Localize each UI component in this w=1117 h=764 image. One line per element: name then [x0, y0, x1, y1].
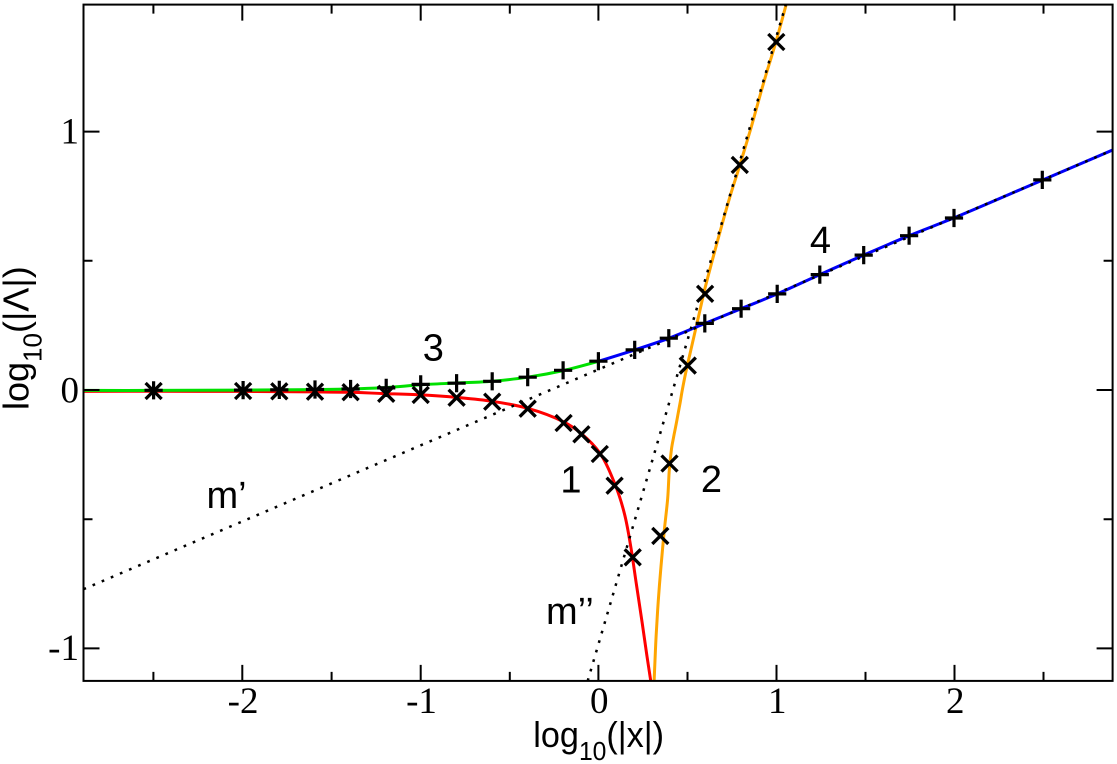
svg-text:2: 2: [946, 681, 965, 722]
svg-text:2: 2: [701, 459, 722, 501]
svg-text:m’: m’: [207, 475, 247, 517]
svg-text:m’’: m’’: [546, 591, 594, 633]
svg-text:1: 1: [560, 460, 581, 502]
svg-text:0: 0: [61, 371, 80, 412]
svg-text:-2: -2: [228, 681, 259, 722]
svg-text:0: 0: [590, 681, 609, 722]
svg-text:1: 1: [61, 112, 80, 153]
svg-text:-1: -1: [48, 628, 79, 669]
svg-text:1: 1: [768, 681, 787, 722]
svg-text:3: 3: [423, 328, 444, 370]
svg-text:4: 4: [810, 220, 831, 262]
svg-text:-1: -1: [406, 681, 437, 722]
